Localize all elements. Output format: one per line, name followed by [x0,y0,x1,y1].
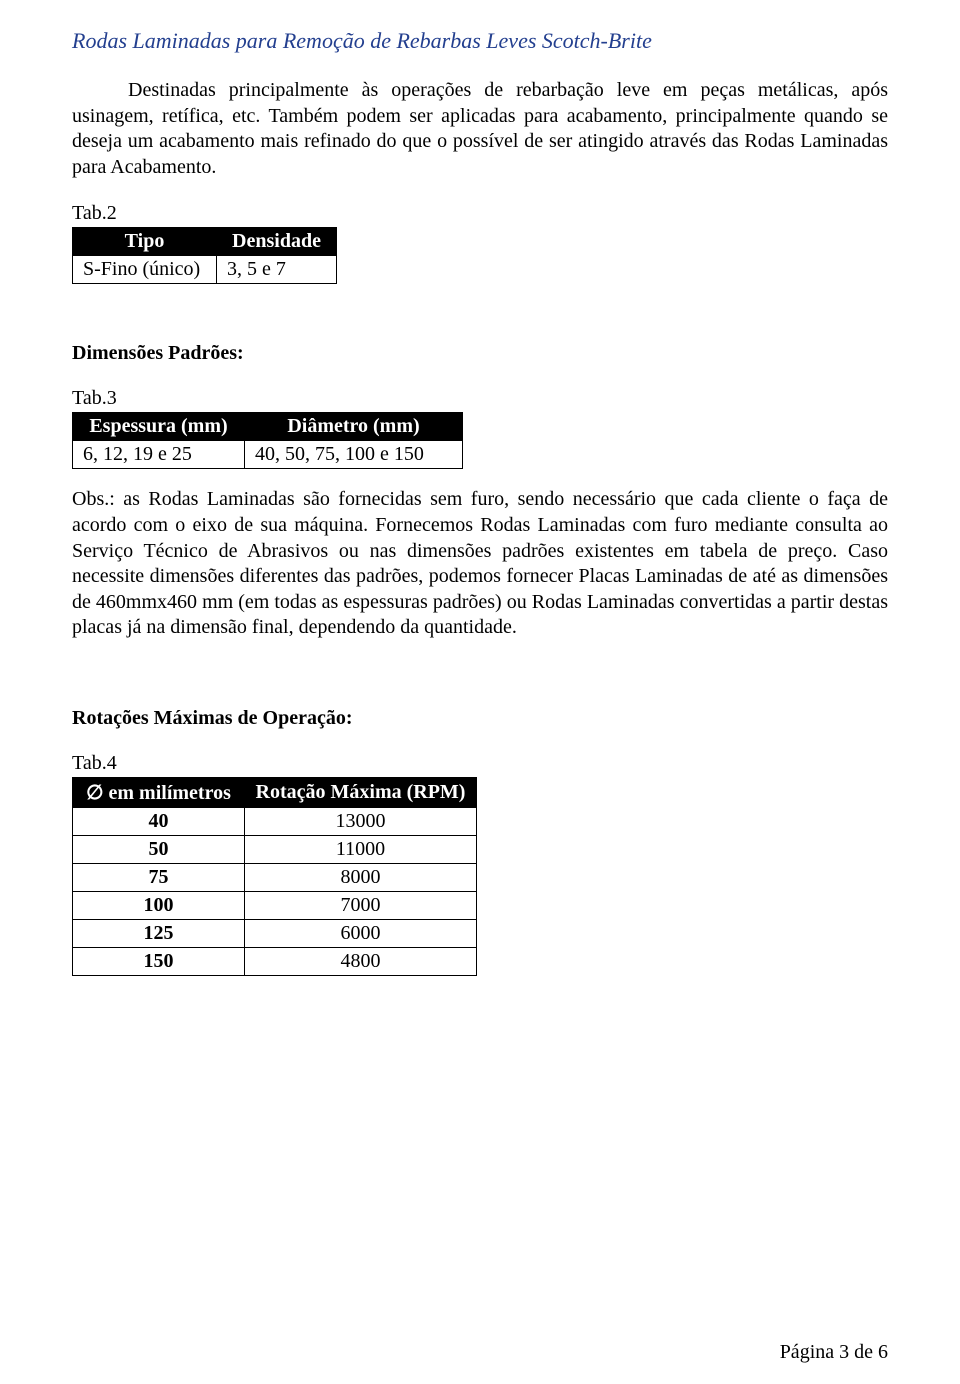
table-row: 125 6000 [73,919,477,947]
table-row: 50 11000 [73,835,477,863]
table-row: 6, 12, 19 e 25 40, 50, 75, 100 e 150 [73,441,463,469]
table4-cell: 6000 [245,919,477,947]
table-row: S-Fino (único) 3, 5 e 7 [73,256,337,284]
page-title: Rodas Laminadas para Remoção de Rebarbas… [72,28,888,54]
rotacoes-heading: Rotações Máximas de Operação: [72,707,888,730]
table4-header-cell: ∅ em milímetros [73,777,245,807]
table3-label: Tab.3 [72,387,888,410]
table4-label: Tab.4 [72,752,888,775]
table4-header-row: ∅ em milímetros Rotação Máxima (RPM) [73,777,477,807]
table4-cell: 8000 [245,863,477,891]
table4-cell: 4800 [245,947,477,975]
page-footer: Página 3 de 6 [780,1341,888,1364]
table3: Espessura (mm) Diâmetro (mm) 6, 12, 19 e… [72,412,463,469]
table2-label: Tab.2 [72,202,888,225]
intro-paragraph: Destinadas principalmente às operações d… [72,78,888,180]
table4-cell: 13000 [245,807,477,835]
table4-cell: 7000 [245,891,477,919]
table3-header-row: Espessura (mm) Diâmetro (mm) [73,413,463,441]
table-row: 40 13000 [73,807,477,835]
table4-cell: 100 [73,891,245,919]
table2-header-cell: Densidade [217,228,337,256]
table2: Tipo Densidade S-Fino (único) 3, 5 e 7 [72,227,337,284]
table4-cell: 75 [73,863,245,891]
table4-header-cell: Rotação Máxima (RPM) [245,777,477,807]
table4-cell: 125 [73,919,245,947]
table4-cell: 150 [73,947,245,975]
table-row: 150 4800 [73,947,477,975]
spacer [72,284,888,314]
table2-header-row: Tipo Densidade [73,228,337,256]
table3-cell: 6, 12, 19 e 25 [73,441,245,469]
table2-cell: 3, 5 e 7 [217,256,337,284]
spacer [72,734,888,752]
dimensoes-heading: Dimensões Padrões: [72,342,888,365]
table2-cell: S-Fino (único) [73,256,217,284]
table3-header-cell: Espessura (mm) [73,413,245,441]
table2-header-cell: Tipo [73,228,217,256]
table4-cell: 11000 [245,835,477,863]
table4: ∅ em milímetros Rotação Máxima (RPM) 40 … [72,777,477,976]
spacer [72,369,888,387]
table4-cell: 40 [73,807,245,835]
document-page: Rodas Laminadas para Remoção de Rebarbas… [0,0,960,1384]
table-row: 75 8000 [73,863,477,891]
table3-cell: 40, 50, 75, 100 e 150 [245,441,463,469]
spacer [72,469,888,487]
table3-header-cell: Diâmetro (mm) [245,413,463,441]
obs-paragraph: Obs.: as Rodas Laminadas são fornecidas … [72,487,888,641]
table4-cell: 50 [73,835,245,863]
spacer [72,663,888,679]
table-row: 100 7000 [73,891,477,919]
